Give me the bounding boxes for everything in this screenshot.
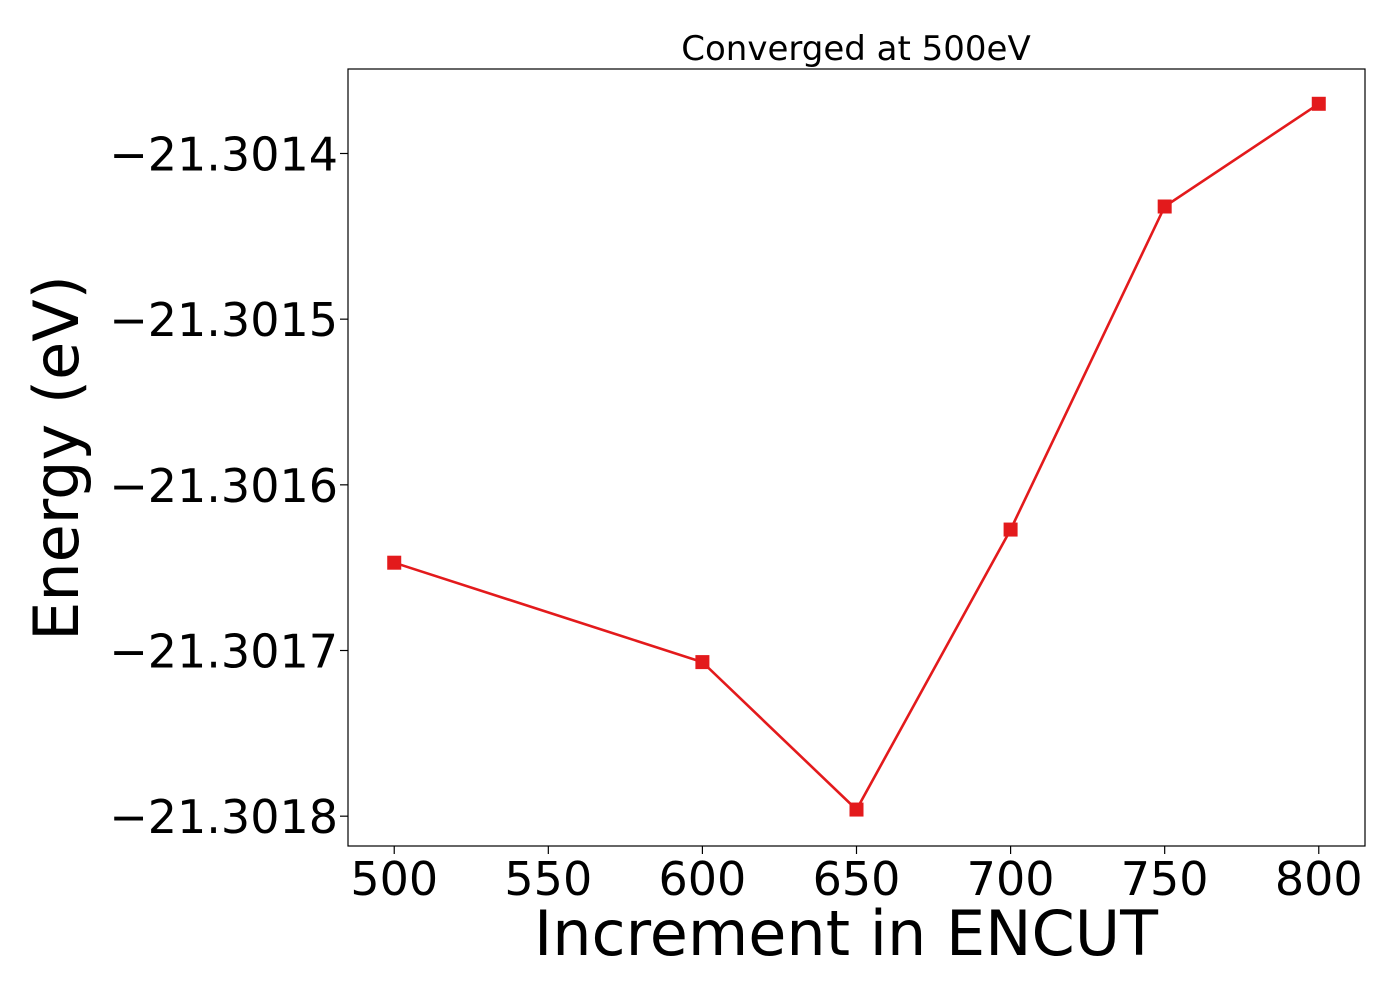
plot-area-frame: [347, 68, 1366, 847]
x-axis-label: Increment in ENCUT: [534, 897, 1159, 970]
x-tick-label: 550: [504, 852, 592, 906]
x-tick-label: 750: [1121, 852, 1209, 906]
chart-title: Converged at 500eV: [681, 29, 1030, 69]
y-tick-label: −21.3017: [109, 625, 338, 679]
x-tick-label: 600: [659, 852, 747, 906]
y-axis-label: Energy (eV): [20, 275, 93, 641]
x-axis-ticks: 500 550 600 650 700 750 800: [350, 846, 1363, 906]
series-layer: [387, 96, 1326, 817]
x-tick-label: 700: [967, 852, 1055, 906]
data-point-marker: [1003, 522, 1018, 537]
y-tick-label: −21.3014: [109, 127, 338, 181]
x-tick-label: 650: [813, 852, 901, 906]
y-tick-label: −21.3016: [109, 459, 338, 513]
y-tick-label: −21.3018: [109, 790, 338, 844]
data-point-marker: [387, 555, 402, 570]
data-point-marker: [695, 655, 710, 670]
y-tick-label: −21.3015: [109, 293, 338, 347]
y-axis-ticks: −21.3018 −21.3017 −21.3016 −21.3015 −21.3014: [109, 127, 348, 844]
data-point-marker: [1311, 96, 1326, 111]
x-tick-label: 800: [1275, 852, 1363, 906]
data-point-marker: [849, 802, 864, 817]
series-line: [393, 102, 1320, 812]
x-tick-label: 500: [350, 852, 438, 906]
data-point-marker: [1157, 199, 1172, 214]
